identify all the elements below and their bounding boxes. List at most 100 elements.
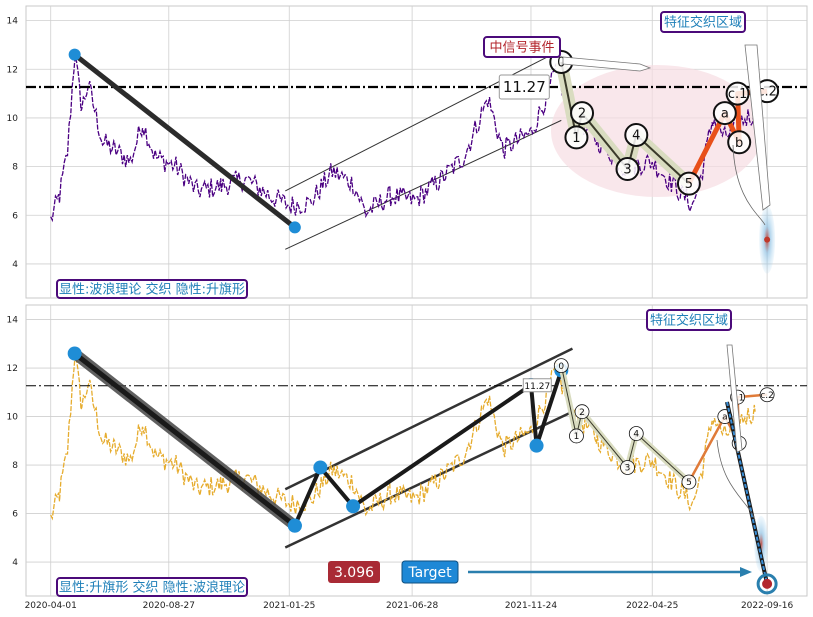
top-price-series (50, 59, 756, 223)
wave-label-circle (628, 426, 644, 441)
wave-label-c.1: c.1 (728, 87, 748, 102)
bottom-right-zone-label: 特征交织区域 (650, 313, 728, 329)
y-tick-label: 10 (7, 413, 19, 423)
bottom-x-ticks: 2020-04-01 2020-08-27 2021-01-25 2021-06-28… (25, 601, 794, 611)
wave-label-circle (681, 474, 697, 490)
wave-label-c.2: c.2 (757, 85, 777, 100)
top-wave-markers: 0 1 2 3 4 5 ab c.1 c.2 11.27 (498, 49, 780, 196)
top-projection (562, 44, 776, 274)
trend-line (72, 351, 298, 529)
hline-value-box (498, 74, 550, 100)
trend-node (68, 48, 81, 61)
wave-label-circle (620, 460, 635, 475)
hline-value-box (522, 378, 552, 393)
wave-label-circle (759, 387, 775, 403)
wave-label-circle (574, 404, 590, 420)
y-tick-label: 4 (12, 260, 18, 270)
signal-event-label: 中信号事件 (489, 40, 554, 55)
price-line (50, 358, 756, 521)
wave-label-circle (676, 171, 701, 196)
wave-label-2: 2 (579, 408, 585, 418)
bottom-pattern-box (56, 577, 248, 597)
top-right-zone-label: 特征交织区域 (664, 15, 742, 31)
top-pattern-label: 显性:波浪理论 交织 隐性:升旗形 (59, 281, 245, 297)
wave-label-c.1: c.1 (731, 393, 745, 403)
y-tick-label: 4 (12, 558, 18, 568)
bottom-trend-line (67, 346, 569, 533)
wave-label-a: a (722, 413, 728, 423)
zigzag-node (313, 460, 328, 475)
zigzag-node (346, 499, 361, 514)
x-tick-label: 2021-11-24 (505, 601, 558, 611)
wave-label-5: 5 (685, 177, 693, 192)
y-tick-label: 8 (12, 461, 18, 471)
wave-label-1: 1 (572, 131, 580, 146)
bottom-price-series (50, 358, 756, 521)
projection-curve (732, 144, 766, 226)
wave-label-4: 4 (633, 430, 639, 440)
target-value-badge (328, 561, 380, 583)
bottom-y-ticks: 4 6 8 10 12 14 (7, 316, 19, 569)
wave-label-4: 4 (632, 129, 640, 144)
wave-label-2: 2 (578, 107, 586, 122)
top-trend-line (68, 48, 301, 234)
bottom-right-zone-box (646, 309, 732, 331)
channel-line (285, 119, 562, 250)
hline-value-label: 11.27 (503, 78, 546, 96)
y-tick-label: 14 (7, 17, 19, 27)
target-path (726, 401, 769, 585)
wave-label-0: 0 (557, 56, 565, 71)
wave-label-circle (553, 358, 569, 374)
y-tick-label: 6 (12, 211, 18, 221)
top-channel (285, 49, 562, 250)
x-tick-label: 2020-08-27 (143, 601, 195, 611)
wave-label-circle (727, 130, 752, 155)
wave-label-circle (624, 122, 649, 147)
channel-line (284, 347, 574, 491)
wave-label-circle (712, 101, 737, 126)
highlight-ellipse (551, 65, 763, 197)
target-hint-arrow (726, 344, 743, 453)
target-ring (756, 573, 778, 595)
wave-label-5: 5 (686, 478, 692, 488)
y-tick-label: 12 (7, 364, 18, 374)
projection-arrow (744, 44, 771, 211)
trend-node (288, 221, 301, 234)
signal-arrow (562, 56, 652, 72)
target-label: Target (407, 565, 452, 581)
price-line (50, 59, 756, 223)
bottom-grid (26, 305, 807, 596)
wave-label-circle (564, 125, 589, 150)
wave-label-circle (615, 157, 640, 182)
target-badge (401, 560, 459, 584)
wave-path (560, 365, 690, 483)
wave-label-3: 3 (625, 464, 631, 474)
target-curve (716, 439, 756, 521)
wave-label-a: a (721, 107, 729, 122)
projection-point (764, 236, 771, 243)
wave-label-0: 0 (558, 362, 564, 372)
bottom-target: 3.096 Target (328, 344, 778, 595)
y-tick-label: 6 (12, 510, 18, 520)
y-tick-label: 10 (7, 114, 19, 124)
zigzag-node (287, 518, 302, 533)
top-pattern-box (56, 279, 248, 299)
channel-line (285, 49, 562, 192)
target-arrow-head (740, 567, 752, 577)
bottom-pattern-label: 显性:升旗形 交织 隐性:波浪理论 (59, 579, 245, 595)
wave-label-circle (569, 428, 584, 444)
wave-label-c.2: c.2 (760, 391, 774, 401)
x-tick-label: 2022-09-16 (741, 601, 794, 611)
x-tick-label: 2020-04-01 (25, 601, 77, 611)
wave-label-1: 1 (574, 432, 580, 442)
wave-label-3: 3 (623, 163, 631, 178)
zigzag-node (529, 438, 544, 453)
x-tick-label: 2021-01-25 (263, 601, 315, 611)
y-tick-label: 12 (7, 65, 18, 75)
flag-zigzag (292, 369, 564, 527)
